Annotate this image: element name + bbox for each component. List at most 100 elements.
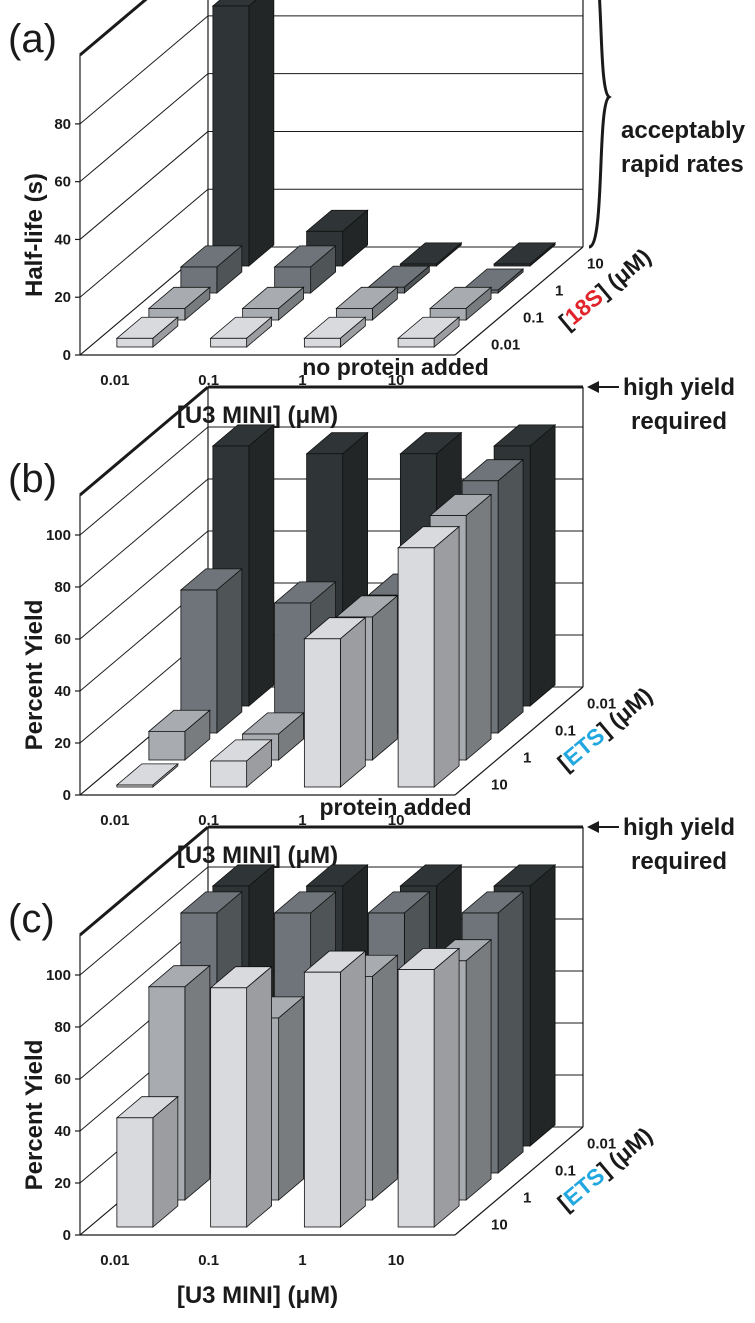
bar-front-face: [397, 337, 435, 348]
bar-front-face: [493, 263, 531, 267]
y-tick-label: 80: [54, 579, 71, 596]
brace-icon: [588, 0, 612, 249]
annotation-text: acceptably: [621, 117, 746, 144]
bar-top-face: [399, 242, 463, 265]
y-axis-title: Percent Yield: [21, 600, 48, 751]
bar-side-face: [339, 950, 366, 1228]
x-tick-label: 0.1: [198, 372, 219, 389]
bar-front-face: [116, 1117, 154, 1228]
depth-axis-line: [454, 246, 584, 356]
x-tick-label: 0.01: [100, 1252, 129, 1269]
bar-top-face: [493, 242, 557, 265]
bar-top-face: [115, 763, 179, 786]
y-tick-label: 60: [54, 1071, 71, 1088]
y-tick-label: 80: [54, 116, 71, 133]
y-tick-label: 60: [54, 631, 71, 648]
arrow-head-icon: [587, 821, 599, 833]
bar-side-face: [465, 938, 492, 1201]
bar-side-face: [339, 616, 366, 788]
bar-side-face: [152, 1095, 179, 1228]
annotation-text: high yield: [623, 814, 735, 841]
depth-tick-label: 10: [491, 1217, 508, 1234]
bar-side-face: [497, 458, 524, 734]
bar-side-face: [371, 595, 398, 761]
bar-side-face: [246, 965, 272, 1228]
bar-front-face: [397, 969, 435, 1228]
bar-front-face: [210, 987, 248, 1228]
bar-side-face: [433, 525, 460, 788]
top-edge-diagonal: [79, 825, 209, 937]
y-tick-label: 40: [54, 683, 71, 700]
x-tick-label: 10: [388, 372, 405, 389]
bar-side-face: [371, 954, 398, 1201]
chart-title: protein added: [319, 794, 471, 820]
bar-side-face: [278, 996, 304, 1201]
y-tick-label: 80: [54, 1019, 71, 1036]
bar-side-face: [529, 424, 556, 707]
bar-side-face: [184, 964, 211, 1201]
y-tick-label: 20: [54, 735, 71, 752]
side-gridline: [79, 131, 209, 240]
annotation-text: rapid rates: [621, 151, 744, 178]
side-gridline: [79, 15, 209, 125]
y-axis-title: Percent Yield: [21, 1040, 48, 1191]
x-tick-label: 10: [388, 1252, 405, 1269]
side-gridline: [79, 530, 209, 640]
bar-side-face: [433, 947, 460, 1228]
bar-front-face: [399, 263, 437, 267]
bar-side-face: [465, 493, 492, 761]
x-axis-title: [U3 MINI] (μM): [177, 1282, 338, 1309]
depth-tick-label: 10: [587, 256, 604, 273]
bar-side-face: [248, 424, 275, 707]
x-tick-label: 0.1: [198, 812, 219, 829]
depth-tick-label: 0.1: [523, 310, 544, 327]
chart-title: no protein added: [302, 354, 489, 380]
arrow-head-icon: [587, 381, 599, 393]
panel-letter: (c): [8, 897, 55, 941]
bar-front-face: [212, 5, 250, 267]
bar-front-face: [116, 337, 154, 348]
annotation-text: high yield: [623, 374, 735, 401]
x-tick-label: 0.01: [100, 812, 129, 829]
x-tick-label: 1: [298, 1252, 306, 1269]
bar-side-face: [216, 568, 243, 734]
y-tick-label: 20: [54, 289, 71, 306]
side-gridline: [79, 478, 209, 588]
depth-tick-label: 0.01: [491, 337, 520, 354]
bar-side-face: [497, 891, 524, 1174]
bar-front-face: [303, 971, 341, 1228]
bar-front-face: [116, 784, 154, 788]
side-gridline: [79, 426, 209, 536]
chart-panel-b: (b) 0 20 40 60 80 100 Percent Yield no protein a…: [8, 354, 735, 869]
depth-tick-label: 0.01: [587, 1136, 616, 1153]
bar-side-face: [248, 0, 275, 267]
depth-tick-label: 1: [523, 750, 531, 767]
bar-front-face: [180, 589, 218, 734]
y-tick-label: 0: [63, 347, 71, 364]
chart-panel-c: (c) 0 20 40 60 80 100 Percent Yield protein adde…: [8, 794, 735, 1309]
depth-axis-line: [454, 686, 584, 796]
depth-tick-label: 0.1: [555, 723, 576, 740]
x-tick-label: 10: [388, 812, 405, 829]
y-tick-label: 40: [54, 1123, 71, 1140]
depth-tick-label: 0.1: [555, 1163, 576, 1180]
depth-axis-title: [18S] (μM): [554, 243, 656, 334]
depth-tick-label: 0.01: [587, 696, 616, 713]
y-axis-title: Half-life (s): [21, 173, 48, 297]
y-tick-label: 0: [63, 1227, 71, 1244]
y-tick-label: 20: [54, 1175, 71, 1192]
bar-side-face: [529, 864, 556, 1147]
panel-letter: (a): [8, 17, 57, 61]
annotation-text: required: [631, 848, 727, 875]
top-edge-diagonal: [79, 0, 148, 57]
bar-front-face: [210, 337, 248, 348]
y-tick-label: 100: [46, 527, 71, 544]
side-gridline: [79, 73, 209, 183]
x-tick-label: 0.1: [198, 1252, 219, 1269]
x-tick-label: 1: [298, 372, 306, 389]
depth-tick-label: 1: [555, 283, 563, 300]
depth-axis-line: [454, 1126, 584, 1236]
